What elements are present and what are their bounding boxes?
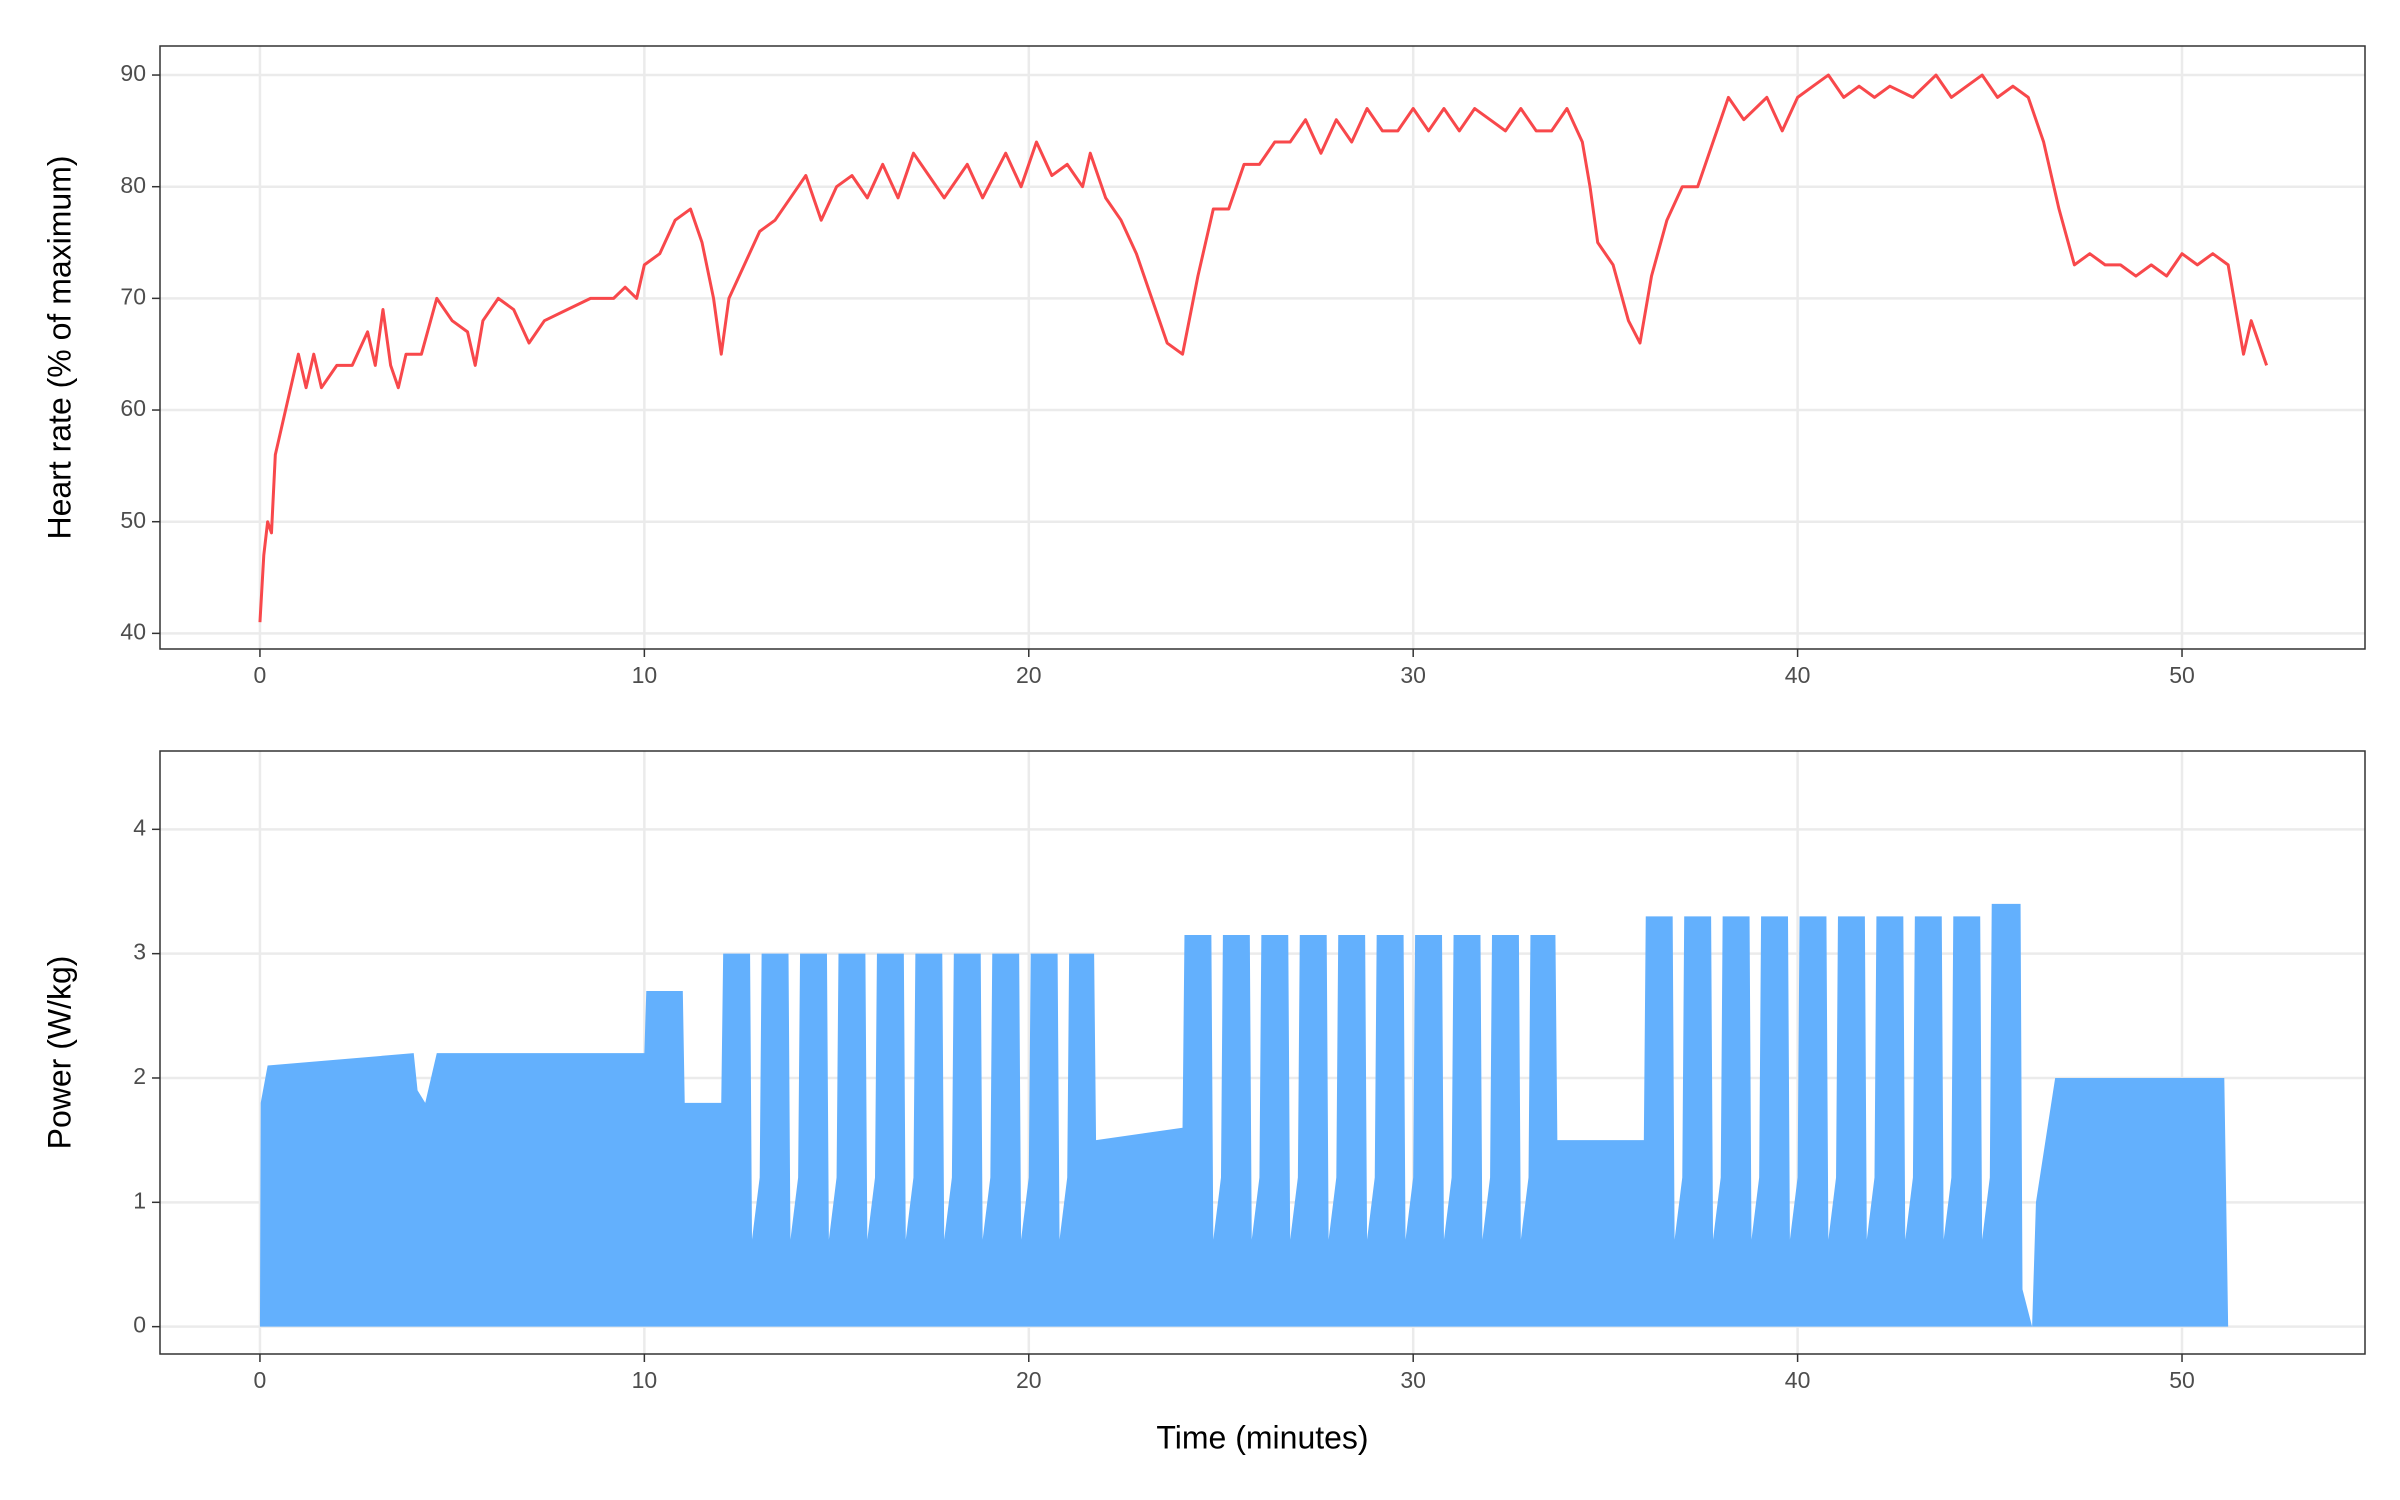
y-tick-label: 4 — [133, 814, 146, 840]
x-tick-label: 50 — [2169, 662, 2195, 688]
x-tick-label: 40 — [1785, 662, 1811, 688]
x-tick-label: 0 — [254, 1367, 267, 1393]
x-tick-label: 10 — [632, 662, 658, 688]
power-area — [259, 903, 2229, 1327]
x-tick-label: 30 — [1400, 662, 1426, 688]
x-tick-label: 30 — [1400, 1367, 1426, 1393]
heart-rate-line — [258, 73, 2269, 623]
x-tick-label: 20 — [1016, 1367, 1042, 1393]
y-axis-title: Power (W/kg) — [41, 956, 77, 1150]
y-tick-label: 60 — [120, 395, 146, 421]
x-axis-title: Time (minutes) — [1156, 1419, 1368, 1455]
y-tick-label: 80 — [120, 172, 146, 198]
y-tick-label: 70 — [120, 283, 146, 309]
y-tick-label: 90 — [120, 60, 146, 86]
x-tick-label: 40 — [1785, 1367, 1811, 1393]
y-tick-label: 2 — [133, 1063, 146, 1089]
y-tick-label: 3 — [133, 939, 146, 965]
panel-border — [159, 45, 2366, 650]
x-tick-label: 50 — [2169, 1367, 2195, 1393]
panel-border — [159, 750, 2366, 1355]
x-tick-label: 10 — [632, 1367, 658, 1393]
y-axis-title: Heart rate (% of maximum) — [41, 155, 77, 539]
panel-background — [160, 46, 2365, 649]
x-tick-label: 20 — [1016, 662, 1042, 688]
x-tick-label: 0 — [254, 662, 267, 688]
y-tick-label: 1 — [133, 1187, 146, 1213]
y-tick-label: 40 — [120, 618, 146, 644]
y-tick-label: 0 — [133, 1312, 146, 1338]
y-tick-label: 50 — [120, 507, 146, 533]
